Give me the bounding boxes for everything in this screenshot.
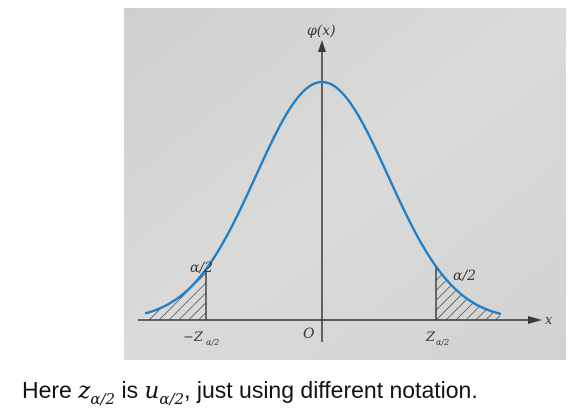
z-symbol: z — [78, 378, 90, 404]
u-subscript: α/2 — [159, 390, 184, 408]
svg-text:−Z: −Z — [183, 330, 204, 345]
y-axis-label: φ(x) — [307, 23, 336, 39]
caption: Here zα/2 is uα/2, just using different … — [22, 372, 562, 408]
origin-label: O — [303, 326, 315, 342]
normal-distribution-diagram: φ(x) x O α/2 α/2 −Z α/2 Z α/2 — [124, 8, 566, 360]
svg-text:α/2: α/2 — [436, 338, 449, 347]
right-tail-label: α/2 — [453, 268, 476, 284]
z-subscript: α/2 — [90, 390, 115, 408]
caption-middle: is — [115, 377, 144, 403]
u-symbol: u — [145, 378, 160, 404]
figure-photo: φ(x) x O α/2 α/2 −Z α/2 Z α/2 — [124, 8, 566, 360]
left-tail-label: α/2 — [190, 260, 213, 276]
caption-suffix: , just using different notation. — [184, 377, 478, 403]
svg-text:Z: Z — [425, 330, 436, 345]
caption-prefix: Here — [22, 377, 78, 403]
svg-text:α/2: α/2 — [206, 338, 219, 347]
x-axis-label: x — [545, 313, 553, 328]
